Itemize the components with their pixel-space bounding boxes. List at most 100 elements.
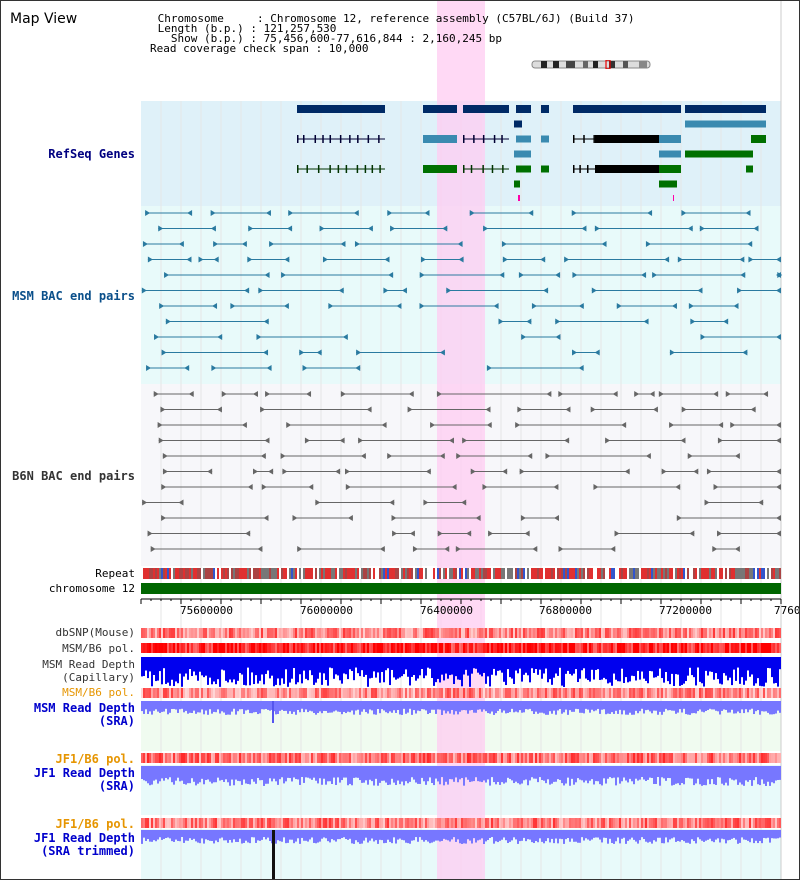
repeat-feature xyxy=(435,568,437,579)
polymorphism-heat xyxy=(585,643,587,653)
jf1-sra-depth-bar xyxy=(733,766,735,780)
polymorphism-heat xyxy=(587,753,589,763)
msm-capillary-depth-bar xyxy=(359,657,361,676)
jf1-sra-depth-bar xyxy=(755,766,757,777)
repeat-feature xyxy=(169,568,171,579)
polymorphism-heat xyxy=(735,628,737,638)
jf1-sra-depth-bar xyxy=(317,766,319,783)
msm-sra-depth-bar xyxy=(357,701,359,710)
msm-capillary-depth-bar xyxy=(719,657,721,684)
polymorphism-heat xyxy=(207,628,209,638)
jf1-sra-depth-bar xyxy=(309,766,311,779)
polymorphism-heat xyxy=(179,688,181,698)
polymorphism-heat xyxy=(203,643,205,653)
polymorphism-heat xyxy=(167,753,169,763)
polymorphism-heat xyxy=(345,688,347,698)
polymorphism-heat xyxy=(709,753,711,763)
polymorphism-heat xyxy=(263,818,265,828)
msm-capillary-depth-bar xyxy=(615,657,617,680)
polymorphism-heat xyxy=(513,818,515,828)
polymorphism-heat xyxy=(645,628,647,638)
polymorphism-heat xyxy=(493,628,495,638)
polymorphism-heat xyxy=(713,688,715,698)
polymorphism-heat xyxy=(653,628,655,638)
msm-capillary-depth-bar xyxy=(405,657,407,669)
jf1-trimmed-depth-bar xyxy=(721,830,723,839)
polymorphism-heat xyxy=(557,688,559,698)
polymorphism-heat xyxy=(699,818,701,828)
msm-sra-depth-bar xyxy=(331,701,333,713)
polymorphism-heat xyxy=(427,688,429,698)
b6n-bac-end-pairs-label: B6N BAC end pairs xyxy=(12,470,135,482)
polymorphism-heat xyxy=(265,628,267,638)
jf1-sra-depth-bar xyxy=(187,766,189,783)
polymorphism-heat xyxy=(703,688,705,698)
msm-sra-depth-bar xyxy=(325,701,327,711)
msm-capillary-depth-bar xyxy=(155,657,157,681)
msm-capillary-depth-bar xyxy=(337,657,339,675)
polymorphism-heat xyxy=(723,818,725,828)
repeat-feature xyxy=(221,568,223,579)
polymorphism-heat xyxy=(525,753,527,763)
polymorphism-heat xyxy=(339,818,341,828)
polymorphism-heat xyxy=(575,753,577,763)
msm-sra-depth-bar xyxy=(371,701,373,710)
msm-sra-depth-bar xyxy=(299,701,301,712)
polymorphism-heat xyxy=(567,643,569,653)
polymorphism-heat xyxy=(433,818,435,828)
msm-capillary-depth-bar xyxy=(367,657,369,687)
polymorphism-heat xyxy=(771,643,773,653)
polymorphism-heat xyxy=(185,818,187,828)
polymorphism-heat xyxy=(157,753,159,763)
msm-sra-depth-bar xyxy=(609,701,611,714)
polymorphism-heat xyxy=(247,643,249,653)
polymorphism-heat xyxy=(609,818,611,828)
jf1-sra-depth-bar xyxy=(495,766,497,784)
msm-capillary-depth-bar xyxy=(593,657,595,680)
polymorphism-heat xyxy=(447,753,449,763)
msm-capillary-depth-bar xyxy=(777,657,779,687)
refseq-exon xyxy=(482,165,484,173)
polymorphism-heat xyxy=(507,753,509,763)
polymorphism-heat xyxy=(325,628,327,638)
jf1-sra-depth-bar xyxy=(359,766,361,780)
polymorphism-heat xyxy=(345,818,347,828)
polymorphism-heat xyxy=(583,818,585,828)
polymorphism-heat xyxy=(665,818,667,828)
repeat-feature xyxy=(381,568,383,579)
jf1-trimmed-depth-bar xyxy=(161,830,163,840)
chromosome-ideogram[interactable] xyxy=(531,54,652,63)
jf1-sra-depth-bar xyxy=(215,766,217,782)
polymorphism-heat xyxy=(775,688,777,698)
jf1-sra-depth-bar xyxy=(553,766,555,782)
polymorphism-heat xyxy=(169,753,171,763)
msm-sra-depth-bar xyxy=(743,701,745,713)
polymorphism-heat xyxy=(171,753,173,763)
jf1-sra-depth-bar xyxy=(687,766,689,778)
repeat-feature xyxy=(317,568,319,579)
msm-capillary-depth-bar xyxy=(167,657,169,683)
polymorphism-heat xyxy=(743,643,745,653)
jf1-sra-depth-bar xyxy=(273,766,275,779)
polymorphism-heat xyxy=(633,818,635,828)
polymorphism-heat xyxy=(455,628,457,638)
jf1-sra-depth-bar xyxy=(171,766,173,782)
jf1-trimmed-depth-bar xyxy=(183,830,185,843)
polymorphism-heat xyxy=(183,818,185,828)
polymorphism-heat xyxy=(541,643,543,653)
polymorphism-heat xyxy=(593,818,595,828)
msm-capillary-depth-bar xyxy=(499,657,501,670)
polymorphism-heat xyxy=(315,818,317,828)
polymorphism-heat xyxy=(337,643,339,653)
polymorphism-heat xyxy=(429,628,431,638)
polymorphism-heat xyxy=(493,753,495,763)
msm-capillary-depth-bar xyxy=(201,657,203,675)
polymorphism-heat xyxy=(649,643,651,653)
polymorphism-heat xyxy=(635,818,637,828)
polymorphism-heat xyxy=(663,753,665,763)
jf1-sra-depth-bar xyxy=(345,766,347,778)
jf1-sra-depth-bar xyxy=(335,766,337,785)
repeat-feature xyxy=(287,568,289,579)
repeat-feature xyxy=(663,568,665,579)
